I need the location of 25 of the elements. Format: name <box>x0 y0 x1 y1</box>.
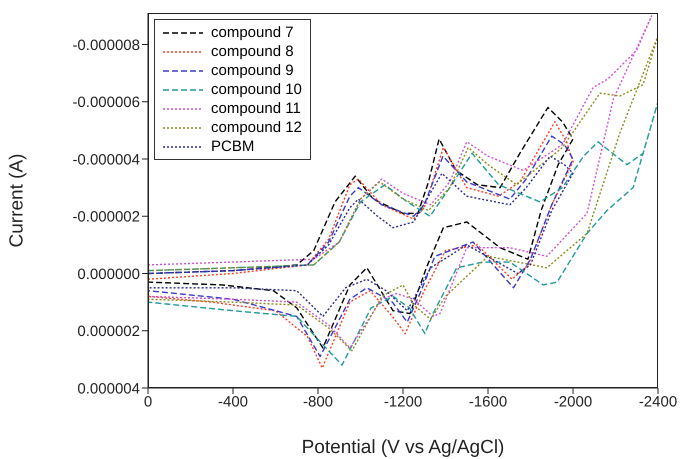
x-tick-label: -1200 <box>384 394 422 411</box>
y-tick-label: -0.000008 <box>72 36 140 54</box>
legend-label: compound 7 <box>211 24 294 41</box>
y-tick-label: 0.000002 <box>77 323 140 340</box>
line-series <box>148 155 574 318</box>
legend-label: PCBM <box>211 138 254 155</box>
x-tick-label: -400 <box>218 394 248 411</box>
x-tick-label: -800 <box>302 394 334 411</box>
y-tick-label: 0.000000 <box>77 266 140 283</box>
y-tick-label: -0.000004 <box>72 151 140 168</box>
legend-label: compound 8 <box>211 43 294 60</box>
x-tick-label: -1600 <box>468 394 508 411</box>
line-series <box>148 101 658 366</box>
y-tick-label: -0.000002 <box>72 208 140 226</box>
x-axis-title: Potential (V vs Ag/AgCl) <box>302 437 504 458</box>
x-tick-label: 0 <box>144 394 152 411</box>
y-tick-label: -0.000006 <box>72 94 140 112</box>
y-axis-title: Current (A) <box>6 154 28 248</box>
y-tick-label: 0.000004 <box>77 380 140 398</box>
legend-label: compound 10 <box>211 81 302 98</box>
x-tick-label: -2000 <box>554 394 592 411</box>
legend-label: compound 12 <box>211 119 302 136</box>
x-tick-label: -2400 <box>638 394 678 411</box>
legend-label: compound 9 <box>211 62 294 79</box>
legend-label: compound 11 <box>211 100 301 117</box>
